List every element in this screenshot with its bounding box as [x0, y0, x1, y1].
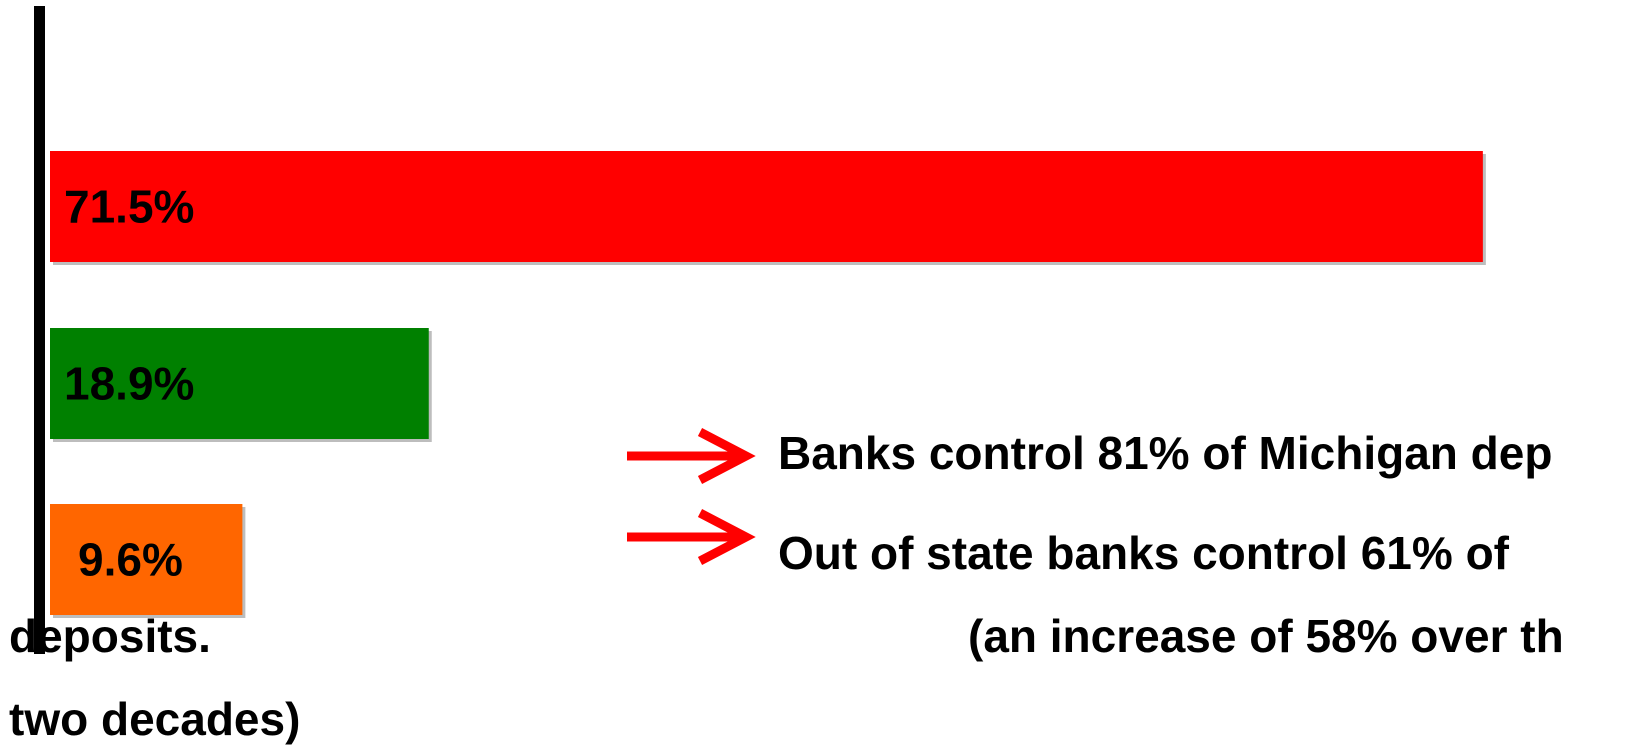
data-label: 18.9%	[64, 358, 194, 410]
data-label: 71.5%	[64, 181, 194, 233]
callout-line-2: Out of state banks control 61% of	[778, 527, 1509, 579]
data-labels-layer: 71.5% 18.9% 9.6%	[64, 181, 194, 586]
data-label: 9.6%	[78, 534, 183, 586]
bar	[50, 504, 243, 615]
callout-line-1: Banks control 81% of Michigan dep	[778, 427, 1553, 479]
callout-line-5: two decades)	[9, 693, 301, 745]
callout-line-3: (an increase of 58% over th	[968, 610, 1564, 662]
arrow-icon	[627, 428, 756, 484]
bar	[50, 328, 429, 439]
y-axis-line	[34, 6, 45, 654]
bar	[50, 151, 1483, 262]
arrow-icon	[627, 509, 756, 565]
bars-layer	[50, 151, 1486, 618]
